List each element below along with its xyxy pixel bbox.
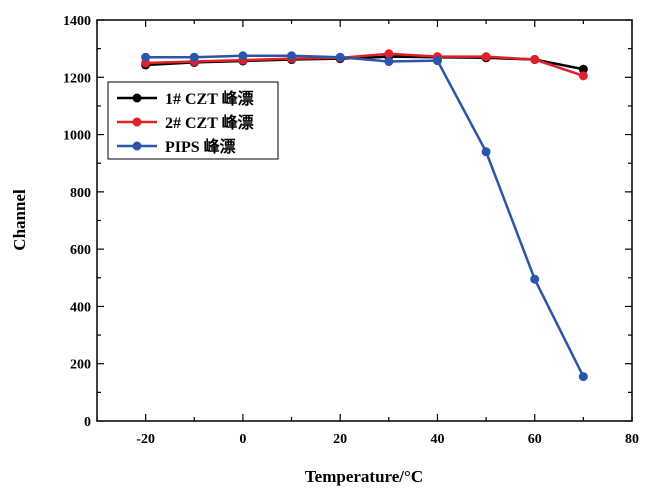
data-point	[530, 274, 540, 284]
y-tick-label: 1200	[63, 71, 91, 86]
data-point	[530, 55, 540, 65]
data-point	[287, 51, 297, 61]
data-point	[578, 372, 588, 382]
x-axis-label: Temperature/°C	[305, 467, 423, 486]
x-tick-label: 60	[528, 432, 542, 447]
plot-frame	[96, 19, 633, 422]
y-tick-label: 200	[70, 358, 91, 373]
legend-label: PIPS 峰漂	[165, 137, 236, 156]
legend-marker	[132, 141, 142, 151]
y-tick-label: 0	[84, 415, 91, 430]
data-point	[189, 52, 199, 62]
y-tick-label: 800	[70, 186, 91, 201]
legend-label: 1# CZT 峰漂	[165, 89, 254, 108]
data-point	[238, 51, 248, 61]
y-tick-label: 600	[70, 243, 91, 258]
y-tick-label: 1000	[63, 129, 91, 144]
series-line-1	[145, 52, 584, 78]
y-axis-label: Channel	[10, 189, 29, 251]
y-tick-label: 1400	[63, 14, 91, 29]
legend-label: 2# CZT 峰漂	[165, 113, 254, 132]
data-point	[578, 64, 588, 74]
series-line-2	[145, 54, 585, 378]
data-point	[481, 147, 491, 157]
data-point	[141, 52, 151, 62]
x-tick-label: -20	[136, 432, 155, 447]
x-tick-label: 40	[430, 432, 444, 447]
data-point	[335, 52, 345, 62]
data-point	[384, 49, 394, 59]
data-point	[432, 56, 442, 66]
data-point	[578, 71, 588, 81]
x-tick-label: 20	[333, 432, 347, 447]
data-point	[481, 52, 491, 62]
legend-marker	[132, 117, 142, 127]
y-tick-label: 400	[70, 300, 91, 315]
x-tick-label: 0	[239, 432, 246, 447]
data-point	[384, 57, 394, 67]
legend: 1# CZT 峰漂 2# CZT 峰漂 PIPS 峰漂	[107, 81, 279, 160]
x-tick-label: 80	[625, 432, 639, 447]
legend-marker	[132, 93, 142, 103]
